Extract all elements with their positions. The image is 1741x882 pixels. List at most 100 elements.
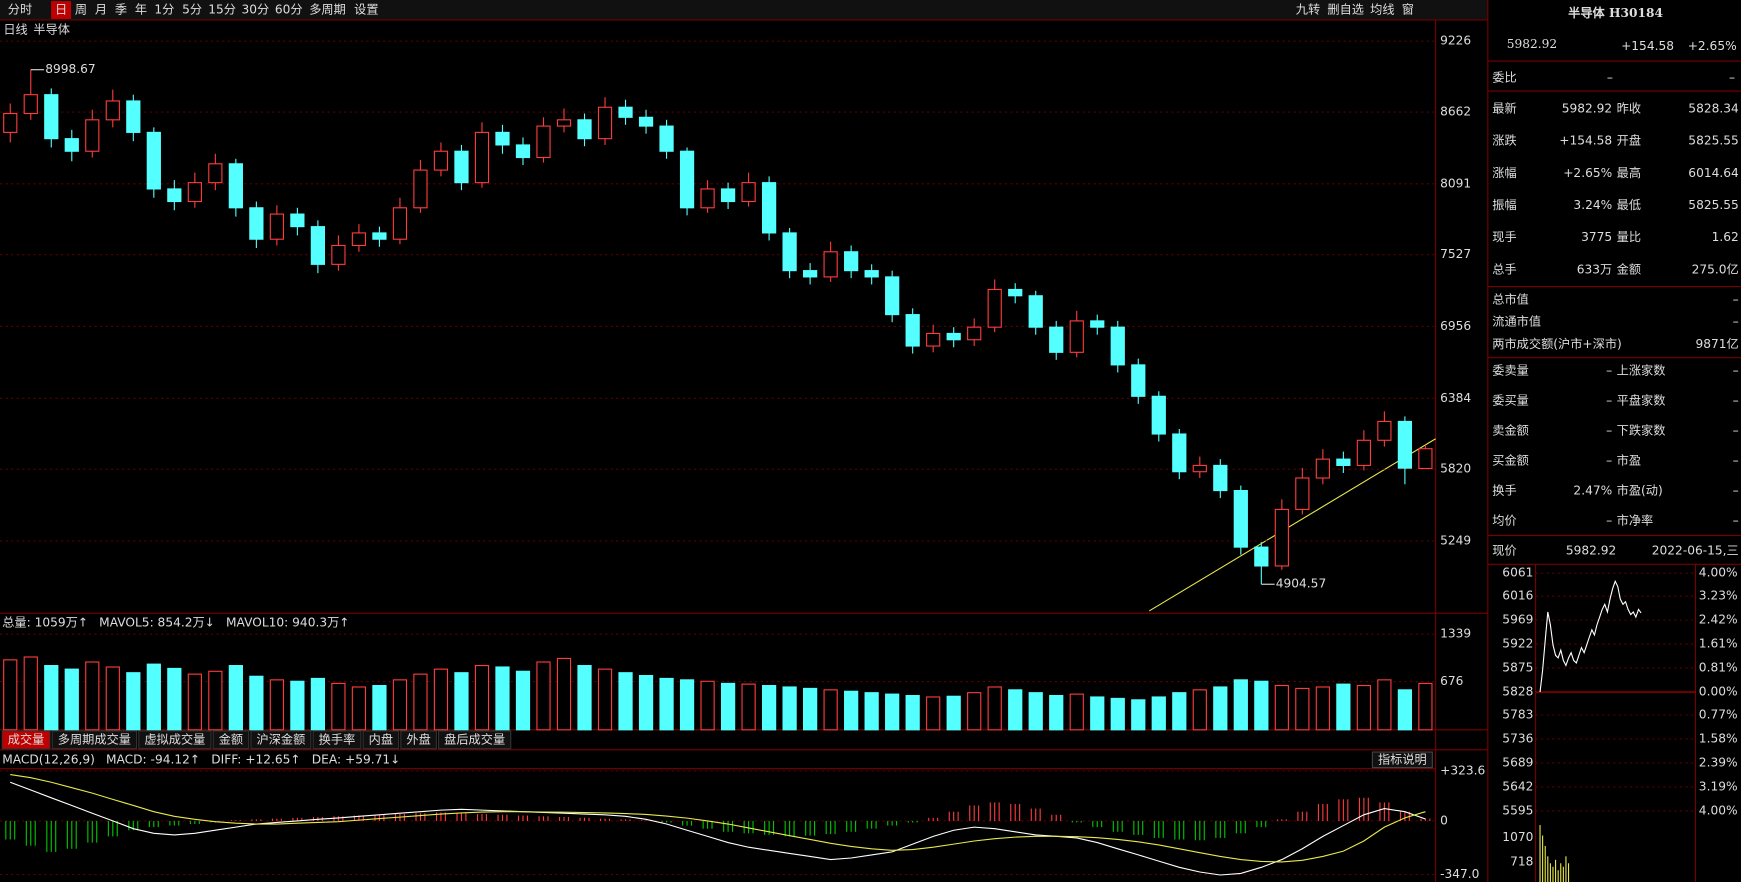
indicator-help[interactable] xyxy=(1371,751,1433,769)
candle-body xyxy=(1151,395,1166,435)
candle-body xyxy=(679,150,695,209)
quote-value: 5825.55 xyxy=(1688,198,1738,212)
indicator-help-label[interactable]: 指标说明 xyxy=(1378,751,1427,766)
candle-body xyxy=(1172,433,1187,473)
tab-label[interactable]: 沪深金额 xyxy=(257,731,306,746)
quote-value: – xyxy=(1733,513,1739,527)
tab[interactable] xyxy=(438,730,512,750)
y-tick-label: 5820 xyxy=(1440,462,1471,476)
y-tick-label: 8091 xyxy=(1440,176,1471,190)
candle-body xyxy=(126,100,141,133)
toolbar-button[interactable]: 均线 xyxy=(1370,2,1394,16)
candle-body xyxy=(454,150,469,184)
trend-line[interactable] xyxy=(1148,438,1436,612)
volume-bar xyxy=(1397,689,1413,731)
quote-value: – xyxy=(1606,424,1612,438)
quote-value: – xyxy=(1733,453,1739,467)
volume-bar xyxy=(700,680,715,731)
quote-value: 1.62 xyxy=(1712,230,1739,244)
tab[interactable] xyxy=(250,730,312,750)
toolbar-button[interactable]: 周 xyxy=(75,2,87,16)
volume-bar xyxy=(1069,693,1084,731)
volume-bar xyxy=(44,665,59,731)
tab-label[interactable]: 虚拟成交量 xyxy=(144,731,205,746)
candle-body xyxy=(926,332,941,347)
quote-label: 市净率 xyxy=(1617,512,1654,527)
tab-label[interactable]: 盘后成交量 xyxy=(444,731,505,746)
toolbar-button[interactable]: 季 xyxy=(115,2,127,16)
diff-line xyxy=(10,781,1426,876)
tab-label[interactable]: 换手率 xyxy=(319,731,356,746)
tab[interactable] xyxy=(312,730,362,750)
volume-bar xyxy=(105,666,120,731)
candle-body xyxy=(413,169,428,209)
tab[interactable] xyxy=(400,730,437,750)
tab[interactable] xyxy=(51,730,138,750)
tab[interactable] xyxy=(1,730,51,750)
quote-label: 最低 xyxy=(1617,198,1641,212)
toolbar-button[interactable]: 窗 xyxy=(1402,2,1414,16)
candle-body xyxy=(85,119,100,152)
quote-label: 涨跌 xyxy=(1492,133,1516,148)
y-tick-label: 676 xyxy=(1440,674,1463,688)
toolbar-button[interactable]: 1分 xyxy=(154,2,174,16)
max-label: 8998.67 xyxy=(45,62,95,76)
tab-label[interactable]: 外盘 xyxy=(406,731,430,746)
volume-bar xyxy=(392,679,408,731)
toolbar-button[interactable]: 5分 xyxy=(182,2,202,16)
candle-body xyxy=(761,182,777,234)
macd-legend: MACD: -94.12↑ xyxy=(106,752,200,766)
tab-label[interactable]: 多周期成交量 xyxy=(58,731,131,746)
market-label: 流通市值 xyxy=(1492,314,1541,329)
now-label: 现价 xyxy=(1492,543,1516,557)
candle-body xyxy=(495,131,510,146)
candle-body xyxy=(1192,464,1207,473)
toolbar-button[interactable]: 九转 xyxy=(1296,1,1320,16)
candle-body xyxy=(105,100,120,121)
toolbar-button[interactable]: 分时 xyxy=(8,2,32,16)
candle-body xyxy=(474,131,490,184)
min-label: 4904.57 xyxy=(1276,577,1326,591)
quote-label: 上涨家数 xyxy=(1617,363,1666,378)
quote-label: 涨幅 xyxy=(1492,165,1516,180)
toolbar-button[interactable]: 多周期 xyxy=(309,2,346,16)
tab[interactable] xyxy=(212,730,250,750)
candle-body xyxy=(146,131,161,190)
toolbar-button[interactable]: 30分 xyxy=(242,2,270,16)
y2-tick-label: 2.39% xyxy=(1699,756,1738,770)
tab-label[interactable]: 成交量 xyxy=(8,731,45,746)
candle-body xyxy=(823,251,838,278)
toolbar-button[interactable]: 删自选 xyxy=(1327,2,1364,16)
quote-label: 卖金额 xyxy=(1492,423,1529,438)
candle-body xyxy=(515,144,531,159)
candle-body xyxy=(844,251,859,272)
y-tick-label: 9226 xyxy=(1440,34,1471,48)
quote-label: 振幅 xyxy=(1492,197,1516,212)
tab-label[interactable]: 内盘 xyxy=(369,731,393,746)
volume-bar xyxy=(844,690,859,731)
tab[interactable] xyxy=(138,730,212,750)
y-tick-label: 5922 xyxy=(1502,637,1533,651)
candle-body xyxy=(1233,490,1248,548)
candle-body xyxy=(577,119,592,140)
toolbar-button[interactable]: 设置 xyxy=(354,2,378,16)
candle-body xyxy=(885,276,900,316)
tab[interactable] xyxy=(362,730,400,750)
tab-label[interactable]: 金额 xyxy=(219,731,243,746)
macd-legend: DIFF: +12.65↑ xyxy=(211,752,300,766)
toolbar-button[interactable]: 60分 xyxy=(275,2,303,16)
volume-bar xyxy=(1131,699,1146,731)
toolbar-button[interactable]: 15分 xyxy=(208,2,236,16)
toolbar-button[interactable]: 日 xyxy=(55,2,67,16)
dea-line xyxy=(10,774,1426,863)
volume-bar xyxy=(413,673,428,731)
volume-bar xyxy=(638,675,654,731)
volume-bar xyxy=(905,694,920,731)
volume-bar xyxy=(1192,689,1207,731)
quote-value: 2.47% xyxy=(1573,483,1612,497)
toolbar-button[interactable]: 年 xyxy=(135,2,147,16)
quote-value: 633万 xyxy=(1577,262,1612,276)
toolbar-button[interactable]: 月 xyxy=(95,2,107,16)
quote-value: 3775 xyxy=(1581,230,1612,244)
